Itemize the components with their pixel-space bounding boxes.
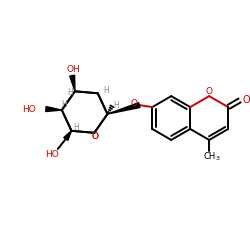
Text: 3: 3 (215, 156, 219, 161)
Text: H: H (104, 86, 109, 96)
Text: O: O (131, 98, 138, 108)
Text: CH: CH (203, 152, 215, 161)
Text: OH: OH (66, 65, 80, 74)
Text: HO: HO (22, 104, 36, 114)
Text: H: H (74, 123, 79, 132)
Text: O: O (242, 95, 250, 105)
Text: O: O (206, 87, 213, 96)
Polygon shape (46, 106, 62, 112)
Text: H: H (113, 101, 119, 110)
Text: O: O (92, 132, 99, 141)
Polygon shape (70, 75, 75, 91)
Polygon shape (108, 103, 140, 114)
Text: H: H (61, 100, 67, 108)
Text: HO: HO (45, 150, 59, 160)
Text: H: H (67, 88, 73, 97)
Text: O: O (92, 132, 99, 141)
Polygon shape (64, 131, 72, 140)
